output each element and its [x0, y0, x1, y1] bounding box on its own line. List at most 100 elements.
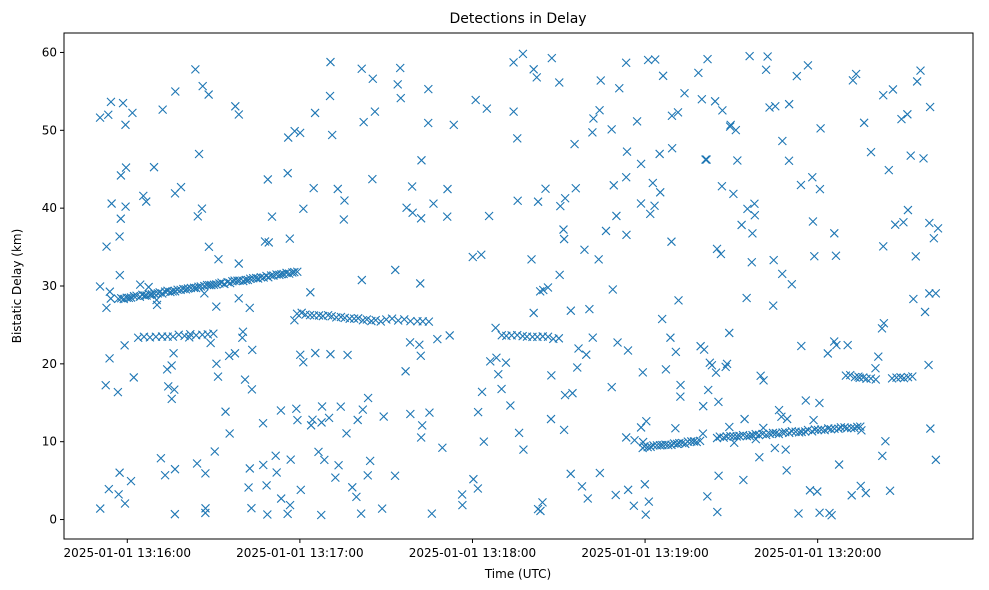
data-point	[138, 191, 148, 201]
data-point	[640, 479, 650, 489]
data-point	[493, 369, 503, 379]
data-point	[596, 76, 606, 85]
data-point	[532, 72, 542, 82]
data-point	[702, 492, 712, 501]
data-point	[787, 279, 797, 289]
data-point	[286, 455, 296, 464]
data-point	[168, 286, 178, 296]
data-point	[306, 420, 316, 430]
data-point	[809, 251, 819, 261]
data-point	[352, 492, 361, 502]
data-point	[245, 303, 255, 313]
data-point	[121, 120, 130, 130]
data-point	[260, 237, 270, 246]
data-point	[230, 348, 240, 358]
data-point	[393, 79, 403, 89]
data-point	[667, 111, 677, 121]
data-point	[657, 314, 667, 324]
data-point	[330, 473, 340, 483]
data-point	[370, 107, 380, 117]
data-point	[163, 381, 173, 391]
data-point	[770, 101, 780, 111]
data-point	[559, 234, 569, 244]
data-point	[234, 293, 244, 303]
data-point	[554, 333, 564, 343]
data-point	[810, 425, 820, 434]
data-point	[816, 425, 826, 434]
data-point	[908, 294, 918, 304]
data-point	[405, 409, 415, 419]
data-point	[808, 217, 818, 226]
data-point	[655, 149, 665, 159]
data-point	[95, 282, 105, 291]
data-point	[406, 316, 415, 326]
data-point	[471, 95, 481, 105]
data-point	[800, 427, 810, 436]
data-point	[721, 362, 731, 372]
data-point	[747, 257, 757, 267]
data-point	[309, 183, 319, 193]
data-point	[415, 279, 425, 288]
data-point	[149, 162, 159, 172]
data-point	[105, 287, 115, 297]
data-point	[234, 110, 244, 119]
data-point	[743, 204, 752, 214]
chart-title: Detections in Delay	[449, 11, 586, 27]
data-point	[884, 165, 894, 175]
data-point	[574, 344, 583, 353]
data-point	[115, 232, 124, 241]
data-point	[778, 428, 788, 437]
data-point	[663, 440, 673, 450]
data-point	[407, 182, 417, 191]
data-point	[666, 333, 675, 343]
data-point	[632, 116, 642, 126]
data-point	[677, 438, 687, 448]
data-point	[815, 184, 825, 194]
data-point	[399, 315, 409, 324]
data-point	[745, 51, 755, 61]
data-point	[794, 509, 803, 518]
data-point	[168, 332, 178, 342]
data-point	[293, 415, 302, 425]
data-point	[584, 304, 594, 314]
data-point	[326, 57, 335, 67]
data-point	[719, 433, 729, 443]
data-point	[417, 155, 426, 165]
data-point	[759, 375, 768, 385]
data-point	[899, 217, 908, 227]
data-point	[126, 476, 136, 486]
data-point	[245, 464, 255, 473]
data-point	[349, 314, 359, 324]
data-point	[305, 287, 315, 297]
data-point	[722, 432, 732, 441]
data-point	[135, 280, 145, 290]
data-point	[533, 197, 543, 207]
x-tick-label: 2025-01-01 13:16:00	[64, 546, 191, 560]
data-point	[169, 385, 179, 395]
data-point	[497, 384, 506, 394]
data-point	[317, 418, 326, 427]
data-point	[896, 372, 905, 382]
data-point	[658, 71, 668, 81]
data-point	[859, 118, 869, 128]
y-tick-label: 60	[42, 45, 57, 59]
data-point	[414, 340, 424, 350]
data-point	[387, 314, 397, 323]
data-point	[782, 465, 792, 475]
data-point	[402, 203, 411, 213]
data-point	[308, 415, 317, 425]
data-point	[323, 310, 333, 320]
data-point	[718, 105, 727, 115]
data-point	[126, 293, 136, 302]
data-point	[95, 504, 105, 513]
data-point	[519, 445, 528, 455]
data-point	[345, 314, 355, 324]
data-point	[712, 507, 722, 517]
data-point	[559, 225, 568, 234]
data-point	[781, 445, 791, 455]
data-point	[676, 380, 685, 390]
data-point	[107, 199, 117, 208]
data-point	[661, 365, 671, 374]
data-point	[906, 151, 916, 161]
data-point	[429, 199, 438, 209]
